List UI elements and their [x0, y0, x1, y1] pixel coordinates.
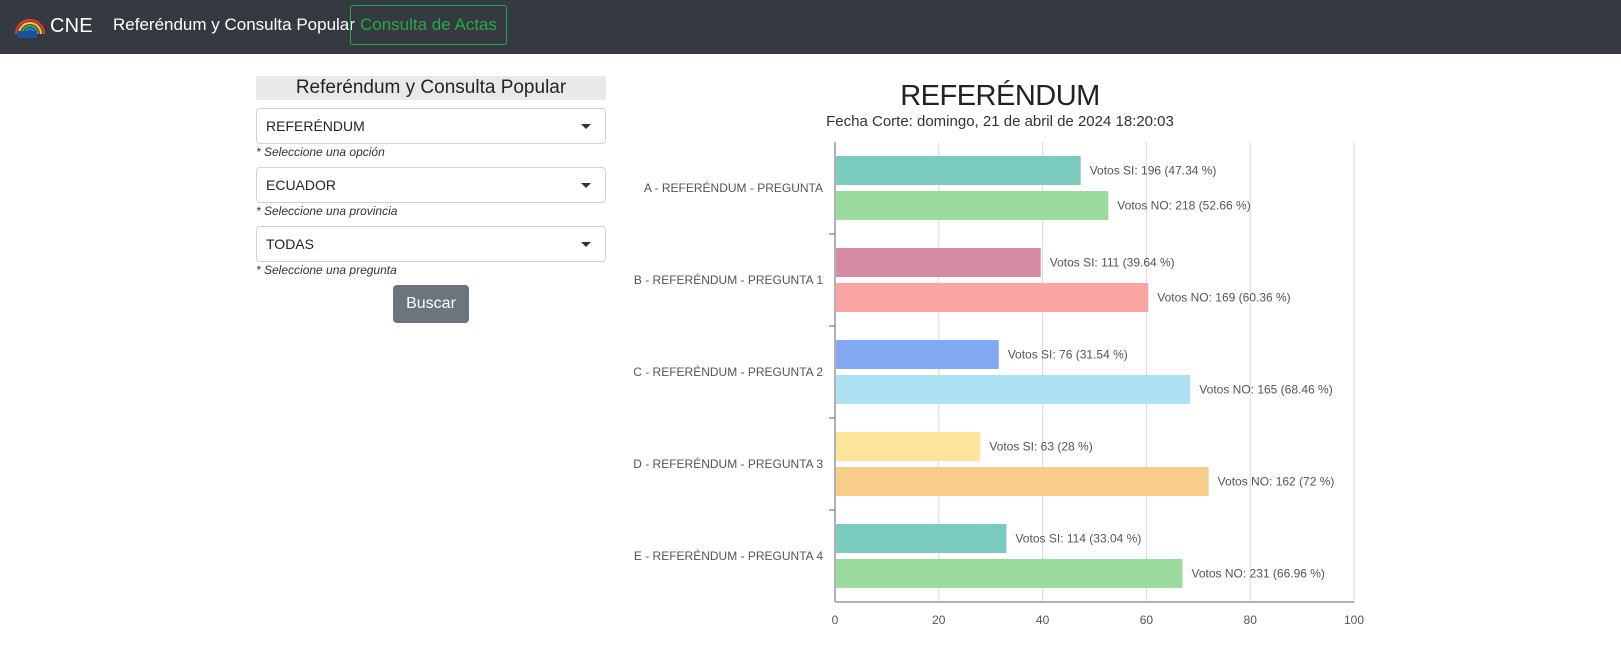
- search-button[interactable]: Buscar: [393, 285, 469, 323]
- category-label: C - REFERÉNDUM - PREGUNTA 2: [633, 364, 823, 379]
- option-select[interactable]: REFERÉNDUM: [256, 108, 606, 144]
- category-label: B - REFERÉNDUM - PREGUNTA 1: [634, 272, 823, 287]
- brand-link[interactable]: CNE: [14, 10, 93, 42]
- bar-votos-si: [836, 524, 1007, 553]
- consulta-actas-button[interactable]: Consulta de Actas: [350, 5, 507, 45]
- bar-votos-no: [836, 375, 1191, 404]
- bar-votos-si: [836, 340, 999, 369]
- category-label: A - REFERÉNDUM - PREGUNTA: [644, 180, 823, 195]
- category-label: E - REFERÉNDUM - PREGUNTA 4: [634, 548, 823, 563]
- province-select-value: ECUADOR: [266, 177, 337, 193]
- bar-votos-no: [836, 559, 1183, 588]
- chevron-down-icon: [581, 242, 591, 247]
- brand-name: CNE: [50, 14, 93, 37]
- province-hint: * Seleccione una provincia: [256, 204, 398, 218]
- data-label: Votos SI: 114 (33.04 %): [1015, 532, 1141, 546]
- x-tick-label: 0: [832, 613, 839, 627]
- question-select[interactable]: TODAS: [256, 226, 606, 262]
- data-label: Votos SI: 111 (39.64 %): [1050, 256, 1175, 270]
- data-label: Votos SI: 76 (31.54 %): [1008, 348, 1128, 362]
- navbar: CNE Referéndum y Consulta Popular Consul…: [0, 0, 1621, 54]
- x-tick-label: 60: [1140, 613, 1154, 627]
- question-select-value: TODAS: [266, 236, 314, 252]
- data-label: Votos NO: 218 (52.66 %): [1117, 199, 1250, 213]
- bar-votos-no: [836, 283, 1149, 312]
- form-title: Referéndum y Consulta Popular: [256, 76, 606, 100]
- data-label: Votos SI: 196 (47.34 %): [1090, 164, 1217, 178]
- x-tick-label: 40: [1036, 613, 1050, 627]
- option-hint: * Seleccione una opción: [256, 145, 385, 159]
- bar-votos-si: [836, 248, 1041, 277]
- option-select-value: REFERÉNDUM: [266, 118, 365, 134]
- bar-votos-no: [836, 191, 1109, 220]
- data-label: Votos NO: 162 (72 %): [1218, 475, 1335, 489]
- data-label: Votos NO: 169 (60.36 %): [1157, 291, 1290, 305]
- x-tick-label: 80: [1244, 613, 1258, 627]
- data-label: Votos NO: 231 (66.96 %): [1192, 567, 1325, 581]
- x-tick-label: 100: [1344, 613, 1364, 627]
- chart-title: REFERÉNDUM: [900, 80, 1100, 112]
- chevron-down-icon: [581, 124, 591, 129]
- province-select[interactable]: ECUADOR: [256, 167, 606, 203]
- x-tick-label: 20: [932, 613, 946, 627]
- data-label: Votos NO: 165 (68.46 %): [1199, 383, 1332, 397]
- question-hint: * Seleccione una pregunta: [256, 263, 397, 277]
- cne-logo-icon: [14, 18, 46, 38]
- chevron-down-icon: [581, 183, 591, 188]
- chart-subtitle: Fecha Corte: domingo, 21 de abril de 202…: [826, 113, 1174, 130]
- bar-votos-si: [836, 432, 981, 461]
- nav-title-link[interactable]: Referéndum y Consulta Popular: [113, 15, 355, 34]
- bar-votos-si: [836, 156, 1081, 185]
- category-label: D - REFERÉNDUM - PREGUNTA 3: [633, 456, 823, 471]
- data-label: Votos SI: 63 (28 %): [989, 440, 1092, 454]
- bar-votos-no: [836, 467, 1209, 496]
